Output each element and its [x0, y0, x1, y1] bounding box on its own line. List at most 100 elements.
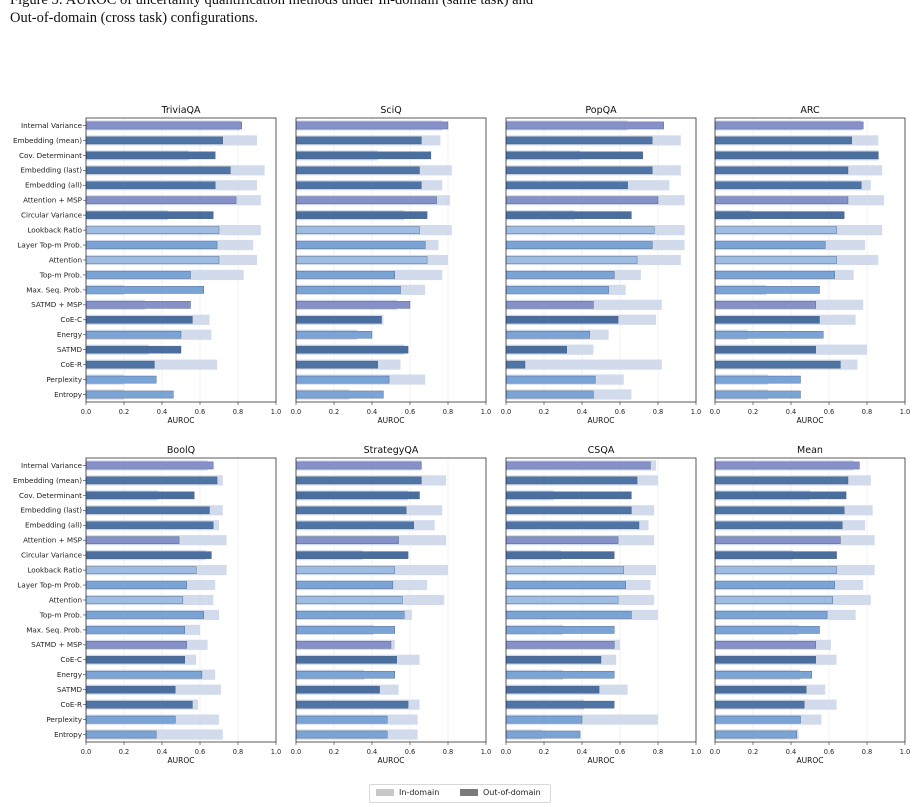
- mean-bar-out-of-domain: [714, 476, 849, 485]
- csqa-bar-out-of-domain: [505, 551, 615, 559]
- triviaqa-xlabel: AUROC: [168, 416, 195, 425]
- sciq-bar-out-of-domain: [295, 151, 432, 160]
- legend-label-in-domain: In-domain: [399, 788, 440, 797]
- method-label-satmd: SATMD: [57, 345, 83, 354]
- popqa-bar-out-of-domain: [505, 271, 615, 279]
- sciq-title: SciQ: [380, 105, 401, 116]
- sciq-xtick-label: 0.4: [367, 408, 378, 416]
- strategyqa-xtick-label: 0.6: [405, 748, 416, 756]
- arc-bar-out-of-domain: [714, 360, 841, 369]
- popqa-bar-out-of-domain: [505, 330, 590, 339]
- method-label-perplexity: Perplexity: [46, 715, 82, 724]
- method-label-satmd-msp: SATMD + MSP: [31, 300, 83, 309]
- strategyqa-xtick-label: 0.4: [367, 748, 378, 756]
- popqa-bar-out-of-domain: [505, 390, 594, 399]
- strategyqa-bar-out-of-domain: [295, 491, 420, 500]
- strategyqa-bar-out-of-domain: [295, 536, 399, 544]
- sciq-bar-out-of-domain: [295, 136, 422, 145]
- popqa-frame: [505, 117, 697, 403]
- method-label-layer-top-m-prob: Layer Top-m Prob.: [17, 240, 82, 249]
- sciq-frame: [295, 117, 487, 403]
- method-label-max-seq-prob: Max. Seq. Prob.: [26, 285, 82, 294]
- sciq-xtick-label: 0.6: [405, 408, 416, 416]
- arc-bar-out-of-domain: [714, 330, 824, 339]
- triviaqa-bar-out-of-domain: [85, 301, 191, 309]
- popqa-bar-out-of-domain: [505, 360, 526, 369]
- boolq-bar-out-of-domain: [85, 536, 180, 544]
- sciq-bar-out-of-domain: [295, 196, 437, 204]
- boolq-bar-out-of-domain: [85, 596, 184, 604]
- method-label-internal-variance: Internal Variance: [21, 121, 83, 130]
- legend-item-in-domain: In-domain: [376, 788, 439, 797]
- triviaqa-xtick-label: 0.8: [233, 408, 244, 416]
- mean-bar-out-of-domain: [714, 641, 816, 649]
- csqa-bar-out-of-domain: [505, 476, 638, 485]
- boolq-xtick-label: 0.0: [81, 748, 92, 756]
- mean-bar-out-of-domain: [714, 521, 843, 530]
- strategyqa-bar-out-of-domain: [295, 521, 414, 530]
- triviaqa-bar-out-of-domain: [85, 345, 182, 354]
- mean-bar-out-of-domain: [714, 491, 847, 500]
- strategyqa-bar-out-of-domain: [295, 566, 395, 574]
- arc-xtick-label: 0.4: [786, 408, 797, 416]
- boolq-xlabel: AUROC: [168, 756, 195, 765]
- triviaqa-bar-out-of-domain: [85, 136, 223, 145]
- legend-swatch-in-domain: [376, 789, 394, 796]
- mean-bar-out-of-domain: [714, 670, 813, 679]
- method-label-entropy: Entropy: [54, 730, 83, 739]
- arc-bar-out-of-domain: [714, 136, 852, 145]
- popqa-bar-out-of-domain: [505, 226, 655, 234]
- sciq-xtick-label: 0.2: [329, 408, 340, 416]
- caption-line-2: Out-of-domain (cross task) configuration…: [10, 10, 259, 26]
- csqa-xtick-label: 0.6: [615, 748, 626, 756]
- popqa-bar-out-of-domain: [505, 136, 653, 145]
- popqa-bar-out-of-domain: [505, 211, 632, 219]
- sciq-bar-out-of-domain: [295, 241, 426, 249]
- mean-xtick-label: 0.8: [862, 748, 873, 756]
- boolq-bar-out-of-domain: [85, 685, 176, 694]
- popqa-bar-out-of-domain: [505, 316, 619, 324]
- legend: In-domain Out-of-domain: [369, 784, 551, 803]
- strategyqa-bar-out-of-domain: [295, 596, 403, 604]
- strategyqa-bar-out-of-domain: [295, 715, 388, 724]
- strategyqa-xlabel: AUROC: [378, 756, 405, 765]
- triviaqa-bar-out-of-domain: [85, 330, 182, 339]
- popqa-bar-out-of-domain: [505, 345, 567, 354]
- csqa-bar-out-of-domain: [505, 656, 602, 664]
- strategyqa-bar-out-of-domain: [295, 685, 380, 694]
- mean-bar-out-of-domain: [714, 730, 797, 739]
- strategyqa-bar-out-of-domain: [295, 641, 392, 649]
- triviaqa-bar-out-of-domain: [85, 241, 218, 249]
- mean-bar-out-of-domain: [714, 715, 801, 724]
- sciq-xtick-label: 1.0: [481, 408, 492, 416]
- mean-bar-out-of-domain: [714, 700, 805, 709]
- strategyqa-xtick-label: 1.0: [481, 748, 492, 756]
- legend-swatch-out-of-domain: [460, 789, 478, 796]
- arc-bar-out-of-domain: [714, 390, 801, 399]
- popqa-xtick-label: 0.4: [577, 408, 588, 416]
- arc-xtick-label: 1.0: [900, 408, 911, 416]
- strategyqa-bar-out-of-domain: [295, 730, 388, 739]
- triviaqa-bar-out-of-domain: [85, 226, 220, 234]
- arc-bar-out-of-domain: [714, 286, 820, 294]
- csqa-bar-out-of-domain: [505, 491, 632, 500]
- mean-xlabel: AUROC: [797, 756, 824, 765]
- triviaqa-bar-out-of-domain: [85, 166, 231, 175]
- arc-bar-out-of-domain: [714, 166, 849, 175]
- method-label-attention-msp: Attention + MSP: [23, 536, 83, 545]
- caption-line-1: Figure 5: AUROC of uncertainty quantific…: [10, 0, 534, 8]
- strategyqa-xtick-label: 0.8: [443, 748, 454, 756]
- arc-frame: [714, 117, 906, 403]
- sciq-xlabel: AUROC: [378, 416, 405, 425]
- method-label-attention: Attention: [49, 255, 82, 264]
- strategyqa-frame: [295, 457, 487, 743]
- boolq-bar-out-of-domain: [85, 506, 210, 515]
- popqa-bar-out-of-domain: [505, 375, 596, 384]
- sciq-bar-out-of-domain: [295, 375, 390, 384]
- method-label-perplexity: Perplexity: [46, 375, 82, 384]
- boolq-bar-out-of-domain: [85, 551, 212, 559]
- csqa-bar-out-of-domain: [505, 626, 615, 634]
- arc-bar-out-of-domain: [714, 211, 845, 219]
- boolq-xtick-label: 0.4: [157, 748, 168, 756]
- sciq-bar-out-of-domain: [295, 345, 409, 354]
